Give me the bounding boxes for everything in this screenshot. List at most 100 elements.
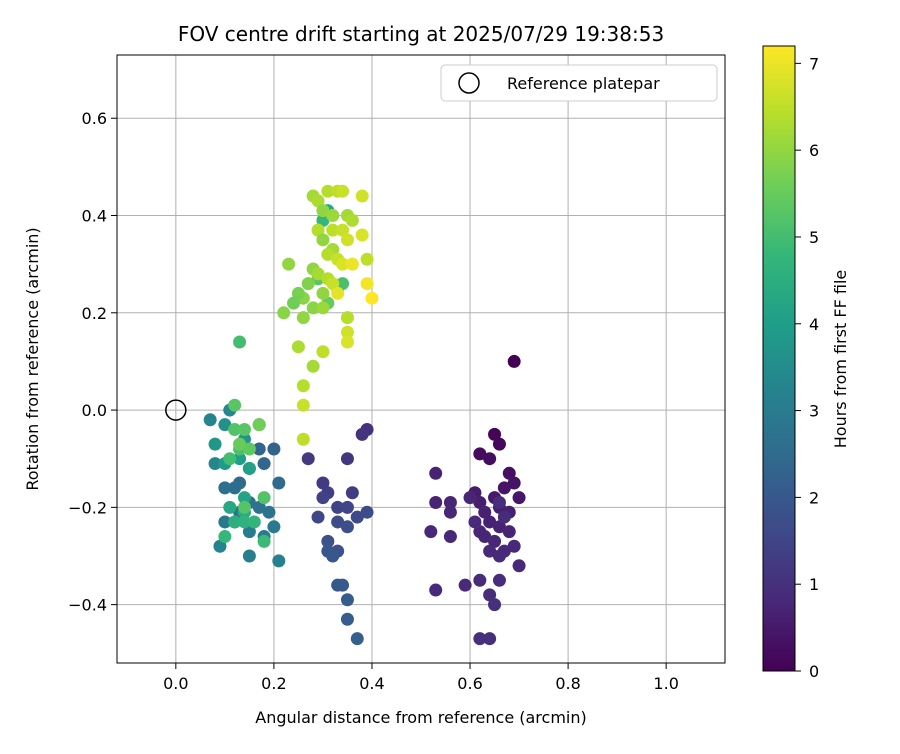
- data-point: [218, 515, 232, 529]
- data-point: [507, 354, 521, 368]
- data-point: [473, 573, 487, 587]
- colorbar-tick-label: 2: [809, 488, 819, 507]
- data-point: [277, 306, 291, 320]
- data-point: [429, 495, 443, 509]
- data-point: [296, 432, 310, 446]
- colorbar-tick-label: 0: [809, 662, 819, 681]
- data-point: [233, 452, 247, 466]
- data-point: [247, 515, 261, 529]
- data-point: [203, 413, 217, 427]
- data-point: [443, 505, 457, 519]
- data-point: [301, 452, 315, 466]
- data-point: [296, 398, 310, 412]
- data-point: [507, 539, 521, 553]
- data-point: [252, 500, 266, 514]
- data-point: [340, 593, 354, 607]
- data-point: [502, 525, 516, 539]
- data-point: [242, 442, 256, 456]
- data-point: [306, 359, 320, 373]
- data-point: [360, 277, 374, 291]
- data-point: [242, 549, 256, 563]
- legend-entry-reference: Reference platepar: [507, 74, 660, 93]
- colorbar-tick-label: 7: [809, 54, 819, 73]
- data-point: [512, 559, 526, 573]
- data-point: [429, 466, 443, 480]
- data-point: [316, 286, 330, 300]
- chart-title: FOV centre drift starting at 2025/07/29 …: [178, 22, 664, 46]
- data-point: [336, 257, 350, 271]
- data-point: [483, 452, 497, 466]
- reference-platepar-marker: [165, 399, 187, 421]
- data-point: [316, 204, 330, 218]
- data-point: [502, 466, 516, 480]
- plot-frame: [116, 54, 726, 664]
- data-point: [218, 418, 232, 432]
- data-point: [233, 437, 247, 451]
- data-point: [242, 525, 256, 539]
- x-tick-label: 1.0: [653, 674, 678, 693]
- data-point: [331, 286, 345, 300]
- data-point: [321, 534, 335, 548]
- x-tick-label: 0.8: [555, 674, 580, 693]
- data-point: [316, 301, 330, 315]
- data-point: [473, 495, 487, 509]
- x-tick-label: 0.4: [359, 674, 384, 693]
- data-point: [272, 476, 286, 490]
- data-point: [355, 427, 369, 441]
- data-point: [208, 457, 222, 471]
- data-point: [262, 505, 276, 519]
- data-point: [316, 345, 330, 359]
- data-point: [228, 423, 242, 437]
- legend-marker-circle: [458, 72, 480, 94]
- data-point: [296, 311, 310, 325]
- data-point: [488, 598, 502, 612]
- reference-marker-group: [165, 399, 187, 421]
- data-point: [355, 228, 369, 242]
- data-point: [233, 335, 247, 349]
- data-point: [473, 632, 487, 646]
- data-point: [340, 452, 354, 466]
- y-tick-label: 0.4: [82, 207, 107, 226]
- data-point: [252, 442, 266, 456]
- data-point: [340, 233, 354, 247]
- data-point: [336, 578, 350, 592]
- data-point: [483, 588, 497, 602]
- data-point: [492, 549, 506, 563]
- data-point: [316, 491, 330, 505]
- data-point: [483, 632, 497, 646]
- data-point: [483, 544, 497, 558]
- data-point: [326, 223, 340, 237]
- colorbar-tick-label: 3: [809, 402, 819, 421]
- data-point: [424, 525, 438, 539]
- data-point: [478, 505, 492, 519]
- data-point: [468, 515, 482, 529]
- data-point: [311, 510, 325, 524]
- colorbar-label: Hours from first FF file: [831, 270, 850, 449]
- legend-box: [440, 64, 718, 102]
- data-point: [321, 247, 335, 261]
- data-point: [331, 500, 345, 514]
- y-axis-label: Rotation from reference (arcmin): [23, 227, 42, 490]
- colorbar-tick-label: 1: [809, 575, 819, 594]
- data-point: [345, 213, 359, 227]
- x-tick-label: 0.0: [163, 674, 188, 693]
- x-axis-label: Angular distance from reference (arcmin): [255, 708, 586, 727]
- data-point: [497, 481, 511, 495]
- data-point: [218, 481, 232, 495]
- data-point: [443, 530, 457, 544]
- data-point: [488, 534, 502, 548]
- data-point: [326, 277, 340, 291]
- data-point: [492, 437, 506, 451]
- colorbar: 0 1 2 3 4 5 6 7 Hours from first FF file: [762, 45, 850, 681]
- data-point: [340, 612, 354, 626]
- data-point: [340, 325, 354, 339]
- data-point: [321, 184, 335, 198]
- data-point: [237, 500, 251, 514]
- data-point: [267, 520, 281, 534]
- data-point: [223, 452, 237, 466]
- data-point: [316, 213, 330, 227]
- data-point: [345, 257, 359, 271]
- data-point: [331, 515, 345, 529]
- data-point: [287, 296, 301, 310]
